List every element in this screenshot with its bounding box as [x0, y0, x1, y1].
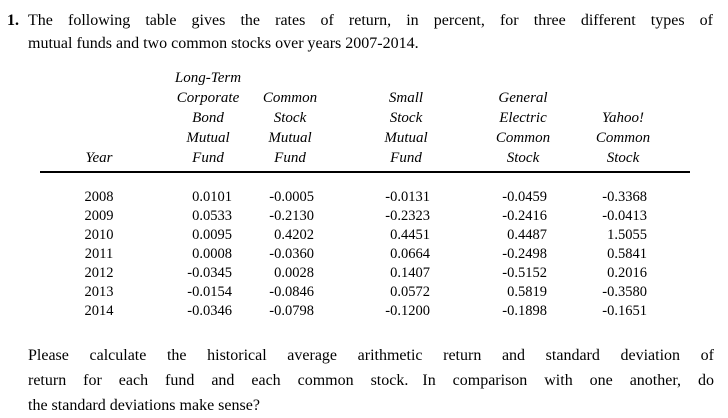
table-row: 2010 0.0095 0.4202 0.4451 0.4487 1.5055: [40, 226, 690, 245]
cell-return: -0.2498: [502, 246, 547, 262]
cell-return: -0.2130: [269, 208, 314, 224]
cell-return: -0.2323: [385, 208, 430, 224]
cell-return: 0.1407: [390, 265, 430, 281]
cell-return: -0.1898: [502, 303, 547, 319]
cell-year: 2011: [84, 246, 114, 262]
cell-return: 0.0101: [192, 189, 232, 205]
column-header-year: Year: [85, 150, 113, 166]
cell-return: 0.4451: [390, 227, 430, 243]
cell-return: -0.0798: [269, 303, 314, 319]
table-row: 2008 0.0101 -0.0005 -0.0131 -0.0459 -0.3…: [40, 188, 690, 207]
cell-return: 0.0664: [390, 246, 430, 262]
question-paragraph: Please calculate the historical average …: [28, 343, 714, 418]
table-row: 2009 0.0533 -0.2130 -0.2323 -0.2416 -0.0…: [40, 207, 690, 226]
table-row: 2012 -0.0345 0.0028 0.1407 -0.5152 0.201…: [40, 264, 690, 283]
table-row: 2014 -0.0346 -0.0798 -0.1200 -0.1898 -0.…: [40, 302, 690, 321]
table-header-row: Year Long-Term Corporate Bond Mutual Fun…: [40, 68, 690, 173]
cell-year: 2013: [84, 284, 114, 300]
cell-return: -0.0413: [602, 208, 647, 224]
cell-return: -0.0360: [269, 246, 314, 262]
cell-return: 1.5055: [607, 227, 647, 243]
table-body: 2008 0.0101 -0.0005 -0.0131 -0.0459 -0.3…: [40, 188, 690, 321]
cell-return: -0.0154: [187, 284, 232, 300]
column-header-small-stock-mutual-fund: Small Stock Mutual Fund: [384, 90, 428, 166]
cell-return: -0.3580: [602, 284, 647, 300]
table-row: 2011 0.0008 -0.0360 0.0664 -0.2498 0.584…: [40, 245, 690, 264]
cell-return: 0.0095: [192, 227, 232, 243]
cell-return: 0.0533: [192, 208, 232, 224]
column-header-general-electric-common-stock: General Electric Common Stock: [495, 90, 551, 166]
cell-year: 2014: [84, 303, 114, 319]
cell-return: 0.2016: [607, 265, 647, 281]
problem-text-line-1: The following table gives the rates of r…: [28, 12, 713, 29]
cell-return: -0.0131: [385, 189, 430, 205]
cell-return: -0.0346: [187, 303, 232, 319]
cell-return: 0.5841: [607, 246, 647, 262]
problem-text: The following table gives the rates of r…: [28, 9, 713, 55]
column-header-common-stock-mutual-fund: Common Stock Mutual Fund: [262, 90, 318, 166]
question-sentence-1-end: return for each fund and each common sto…: [28, 372, 409, 389]
cell-year: 2009: [84, 208, 114, 224]
returns-table: Year Long-Term Corporate Bond Mutual Fun…: [40, 68, 690, 321]
cell-return: -0.1200: [385, 303, 430, 319]
cell-return: -0.0459: [502, 189, 547, 205]
cell-return: -0.0846: [269, 284, 314, 300]
cell-year: 2010: [84, 227, 114, 243]
cell-return: -0.0345: [187, 265, 232, 281]
problem-text-line-2: mutual funds and two common stocks over …: [28, 35, 419, 52]
cell-return: 0.0008: [192, 246, 232, 262]
cell-year: 2012: [84, 265, 114, 281]
cell-return: 0.4202: [274, 227, 314, 243]
problem-statement: 1. The following table gives the rates o…: [7, 9, 713, 55]
question-line-3: the standard deviations make sense?: [28, 397, 260, 414]
column-header-yahoo-common-stock: Yahoo! Common Stock: [595, 110, 651, 166]
question-line-2: return for each fund and each common sto…: [28, 368, 714, 393]
cell-year: 2008: [84, 189, 114, 205]
cell-return: -0.3368: [602, 189, 647, 205]
cell-return: 0.5819: [507, 284, 547, 300]
question-sentence-2-start: In comparison with one another, do: [422, 372, 714, 389]
cell-return: -0.2416: [502, 208, 547, 224]
cell-return: -0.5152: [502, 265, 547, 281]
problem-number: 1.: [7, 12, 19, 29]
cell-return: 0.4487: [507, 227, 547, 243]
cell-return: -0.0005: [269, 189, 314, 205]
question-line-1: Please calculate the historical average …: [28, 347, 714, 364]
cell-return: 0.0572: [390, 284, 430, 300]
table-row: 2013 -0.0154 -0.0846 0.0572 0.5819 -0.35…: [40, 283, 690, 302]
cell-return: -0.1651: [602, 303, 647, 319]
column-header-long-term-corporate-bond-mutual-fund: Long-Term Corporate Bond Mutual Fund: [174, 70, 242, 166]
cell-return: 0.0028: [274, 265, 314, 281]
